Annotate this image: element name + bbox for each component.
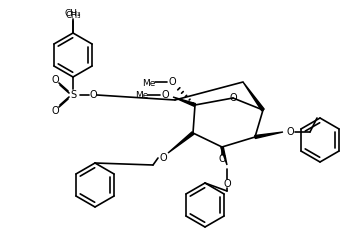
Text: O: O	[218, 154, 226, 164]
Text: O: O	[159, 153, 167, 163]
Polygon shape	[255, 132, 283, 138]
Text: O: O	[51, 106, 59, 116]
Polygon shape	[221, 147, 227, 165]
Text: S: S	[70, 90, 76, 100]
Text: CH₃: CH₃	[65, 8, 81, 18]
Text: Me: Me	[135, 91, 149, 99]
Text: Me: Me	[142, 79, 156, 88]
Text: O: O	[286, 127, 294, 137]
Text: O: O	[161, 90, 169, 100]
Text: O: O	[51, 75, 59, 85]
Text: O: O	[223, 179, 231, 189]
Polygon shape	[173, 97, 196, 106]
Polygon shape	[243, 82, 264, 111]
Text: O: O	[89, 90, 97, 100]
Text: CH₃: CH₃	[65, 10, 81, 20]
Text: O: O	[229, 93, 237, 103]
Text: O: O	[168, 77, 176, 87]
Polygon shape	[168, 132, 194, 153]
